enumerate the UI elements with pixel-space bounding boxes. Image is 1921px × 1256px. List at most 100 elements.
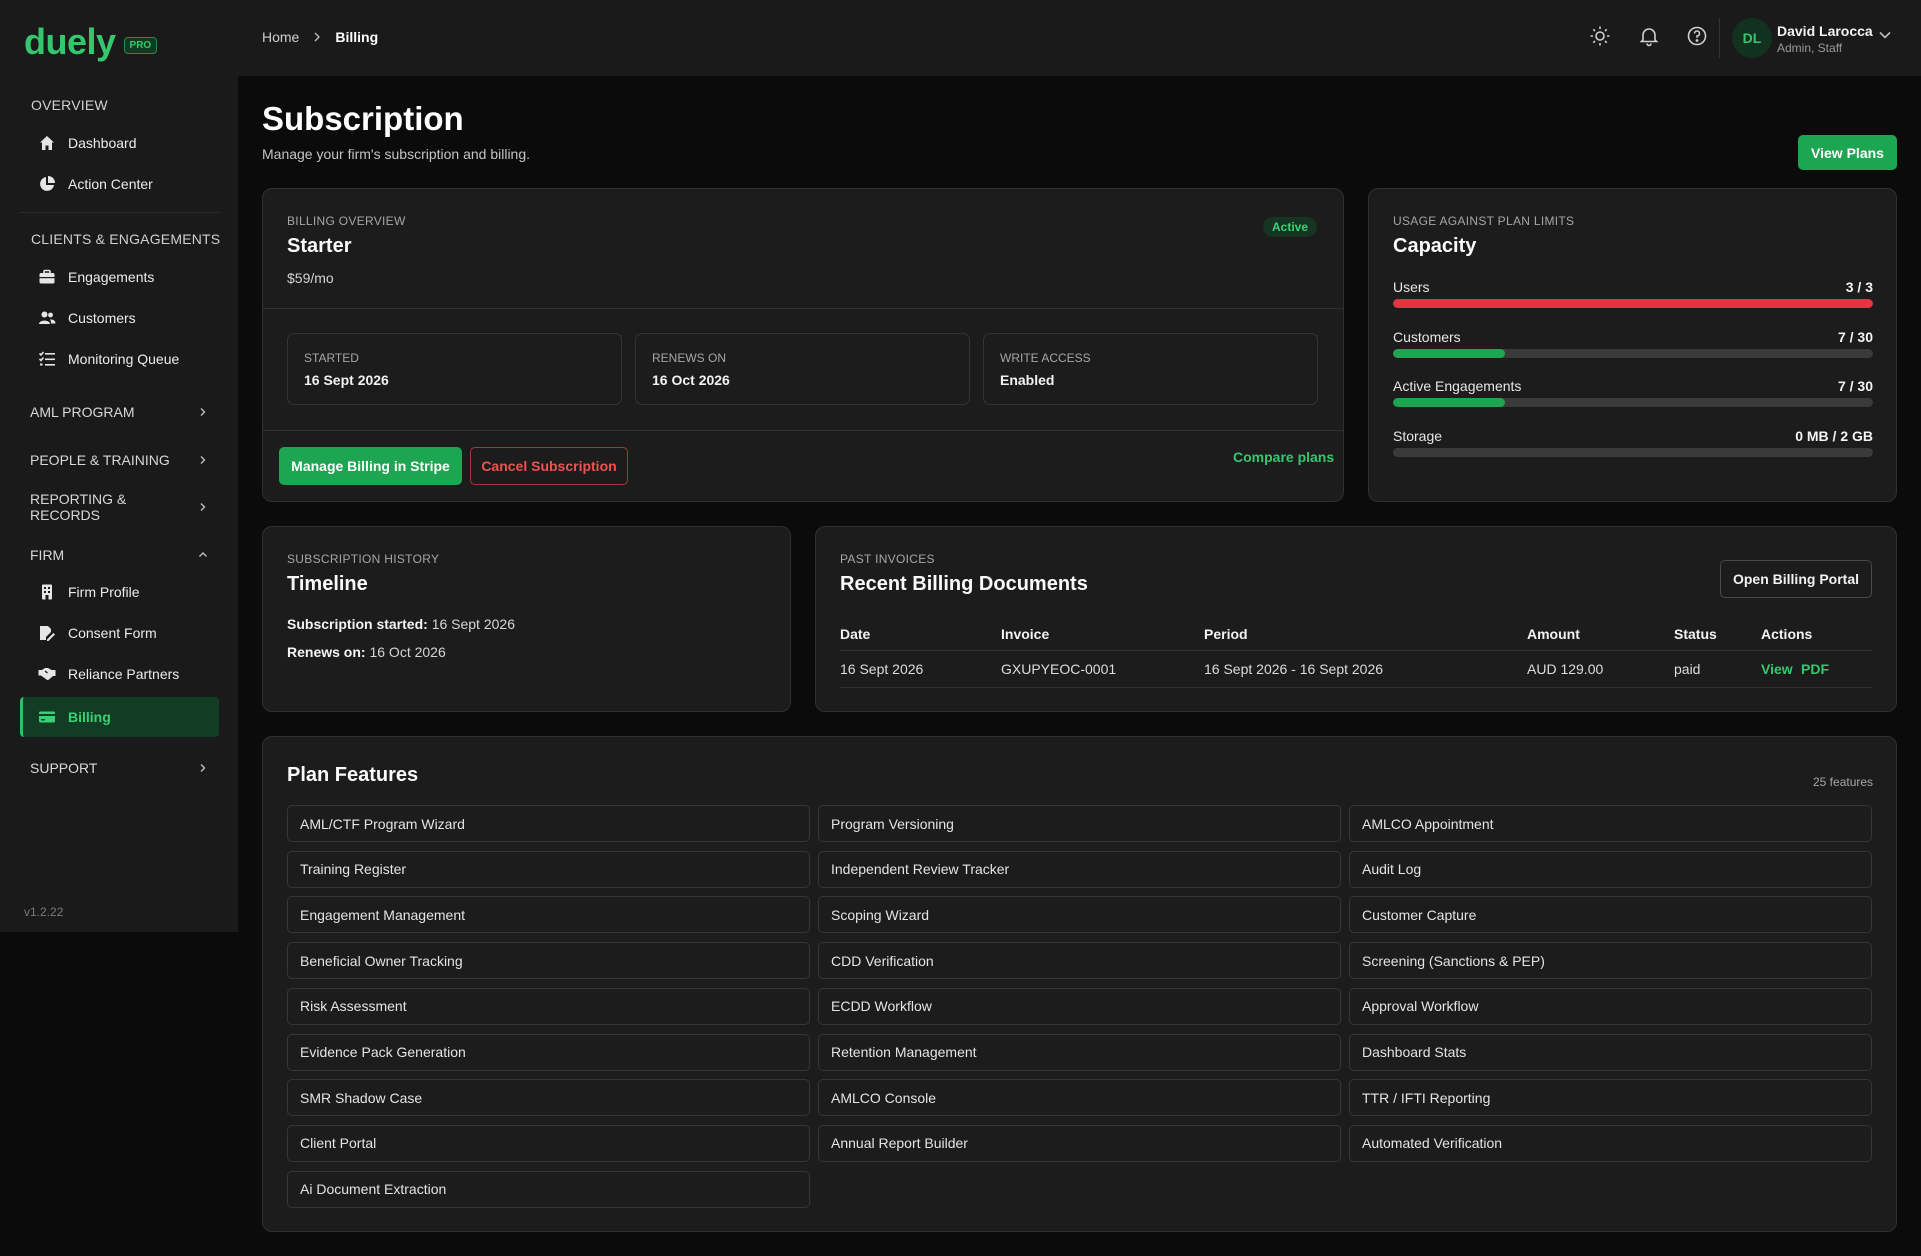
stat-value: 16 Oct 2026 <box>652 372 730 388</box>
plan-name: Starter <box>287 235 352 257</box>
breadcrumb-current: Billing <box>335 29 379 45</box>
sidebar-item-reliance-partners[interactable]: Reliance Partners <box>20 654 219 694</box>
nav-group-label: SUPPORT <box>30 760 98 776</box>
usage-users: Users 3 / 3 <box>1393 279 1873 319</box>
feature-item: Customer Capture <box>1349 896 1872 934</box>
feature-item: Client Portal <box>287 1124 810 1162</box>
briefcase-icon <box>38 268 56 286</box>
sidebar-item-label: Billing <box>68 709 111 725</box>
feature-item: Annual Report Builder <box>818 1124 1341 1162</box>
feature-item: ECDD Workflow <box>818 987 1341 1025</box>
timeline-started-value: 16 Sept 2026 <box>431 616 515 632</box>
users-icon <box>38 309 56 327</box>
nav-group-people-training[interactable]: PEOPLE & TRAINING <box>30 450 208 470</box>
handshake-icon <box>38 665 56 683</box>
help-icon[interactable] <box>1685 24 1709 48</box>
sidebar-item-firm-profile[interactable]: Firm Profile <box>20 572 219 612</box>
brand-name: duely <box>24 21 116 62</box>
compare-plans-link[interactable]: Compare plans <box>1233 449 1335 465</box>
feature-item: AMLCO Appointment <box>1349 805 1872 842</box>
usage-bar <box>1393 349 1873 358</box>
feature-item: Dashboard Stats <box>1349 1033 1872 1071</box>
sidebar-item-label: Customers <box>68 310 136 326</box>
nav-group-label: FIRM <box>30 547 65 563</box>
feature-item: Independent Review Tracker <box>818 850 1341 888</box>
list-check-icon <box>38 350 56 368</box>
timeline-renews: Renews on: 16 Oct 2026 <box>287 644 446 660</box>
usage-customers: Customers 7 / 30 <box>1393 329 1873 369</box>
chevron-right-icon <box>313 32 321 42</box>
sidebar-item-engagements[interactable]: Engagements <box>20 257 219 297</box>
usage-bar <box>1393 398 1873 407</box>
user-name[interactable]: David Larocca <box>1777 23 1873 39</box>
usage-label: Users <box>1393 279 1430 295</box>
feature-item: Risk Assessment <box>287 987 810 1025</box>
status-badge: Active <box>1263 217 1318 237</box>
breadcrumb-home[interactable]: Home <box>262 29 300 45</box>
column-header-date: Date <box>840 626 871 642</box>
breadcrumb: Home Billing <box>262 29 378 45</box>
usage-storage: Storage 0 MB / 2 GB <box>1393 428 1873 468</box>
nav-group-reporting-records[interactable]: REPORTING & RECORDS <box>30 491 208 523</box>
usage-value: 3 / 3 <box>1845 279 1873 295</box>
chevron-right-icon <box>198 502 208 512</box>
feature-item: TTR / IFTI Reporting <box>1349 1079 1872 1117</box>
sidebar-divider <box>20 212 219 213</box>
nav-group-label: AML PROGRAM <box>30 404 135 420</box>
card-divider <box>263 430 1343 431</box>
notifications-bell-icon[interactable] <box>1637 24 1661 48</box>
manage-billing-stripe-button[interactable]: Manage Billing in Stripe <box>279 447 462 485</box>
stat-value: 16 Sept 2026 <box>304 372 389 388</box>
sidebar-item-action-center[interactable]: Action Center <box>20 164 219 204</box>
sidebar-item-consent-form[interactable]: Consent Form <box>20 613 219 653</box>
nav-group-firm[interactable]: FIRM <box>30 545 208 565</box>
page-title: Subscription <box>262 100 464 137</box>
feature-item: Ai Document Extraction <box>287 1170 810 1208</box>
billing-overview-card: BILLING OVERVIEW Starter $59/mo Active S… <box>262 188 1344 502</box>
column-header-amount: Amount <box>1527 626 1580 642</box>
invoices-title: Recent Billing Documents <box>840 573 1088 595</box>
nav-group-aml-program[interactable]: AML PROGRAM <box>30 402 208 422</box>
stat-renews-on: RENEWS ON 16 Oct 2026 <box>635 333 970 405</box>
nav-group-label: REPORTING & RECORDS <box>30 491 127 523</box>
sidebar-item-customers[interactable]: Customers <box>20 298 219 338</box>
cancel-subscription-button[interactable]: Cancel Subscription <box>470 447 628 485</box>
stat-started: STARTED 16 Sept 2026 <box>287 333 622 405</box>
timeline-started-label: Subscription started: <box>287 616 428 632</box>
sidebar-item-monitoring-queue[interactable]: Monitoring Queue <box>20 339 219 379</box>
pro-badge: PRO <box>123 36 158 54</box>
feature-item: Engagement Management <box>287 896 810 934</box>
cell-date: 16 Sept 2026 <box>840 661 924 677</box>
sidebar-item-label: Firm Profile <box>68 584 140 600</box>
stat-label: WRITE ACCESS <box>1000 351 1091 365</box>
timeline-renews-label: Renews on: <box>287 644 366 660</box>
sidebar-item-label: Dashboard <box>68 135 137 151</box>
sidebar-item-billing[interactable]: Billing <box>20 697 219 737</box>
app-version: v1.2.22 <box>24 905 64 919</box>
timeline-title: Timeline <box>287 573 368 595</box>
plan-price: $59/mo <box>287 270 334 286</box>
avatar[interactable]: DL <box>1732 18 1772 58</box>
open-billing-portal-button[interactable]: Open Billing Portal <box>1720 560 1872 598</box>
pie-chart-icon <box>38 175 56 193</box>
theme-toggle-sun-icon[interactable] <box>1588 24 1612 48</box>
download-pdf-link[interactable]: PDF <box>1801 661 1829 677</box>
feature-item: Audit Log <box>1349 850 1872 888</box>
chevron-down-icon[interactable] <box>1878 28 1892 42</box>
topbar-divider <box>1719 18 1720 58</box>
sidebar-item-label: Monitoring Queue <box>68 351 180 367</box>
nav-section-clients: CLIENTS & ENGAGEMENTS <box>31 231 221 247</box>
cell-period: 16 Sept 2026 - 16 Sept 2026 <box>1204 661 1384 677</box>
nav-group-support[interactable]: SUPPORT <box>30 758 208 778</box>
brand-logo[interactable]: duely PRO <box>24 20 158 64</box>
topbar: Home Billing DL David Larocca Admin, Sta… <box>238 0 1921 76</box>
view-invoice-link[interactable]: View <box>1761 661 1793 677</box>
features-count: 25 features <box>1813 775 1874 789</box>
sidebar-item-label: Reliance Partners <box>68 666 180 682</box>
timeline-started: Subscription started: 16 Sept 2026 <box>287 616 515 632</box>
feature-item: Screening (Sanctions & PEP) <box>1349 942 1872 980</box>
column-header-actions: Actions <box>1761 626 1813 642</box>
view-plans-button[interactable]: View Plans <box>1798 135 1897 170</box>
sidebar-item-dashboard[interactable]: Dashboard <box>20 123 219 163</box>
usage-value: 7 / 30 <box>1837 378 1873 394</box>
